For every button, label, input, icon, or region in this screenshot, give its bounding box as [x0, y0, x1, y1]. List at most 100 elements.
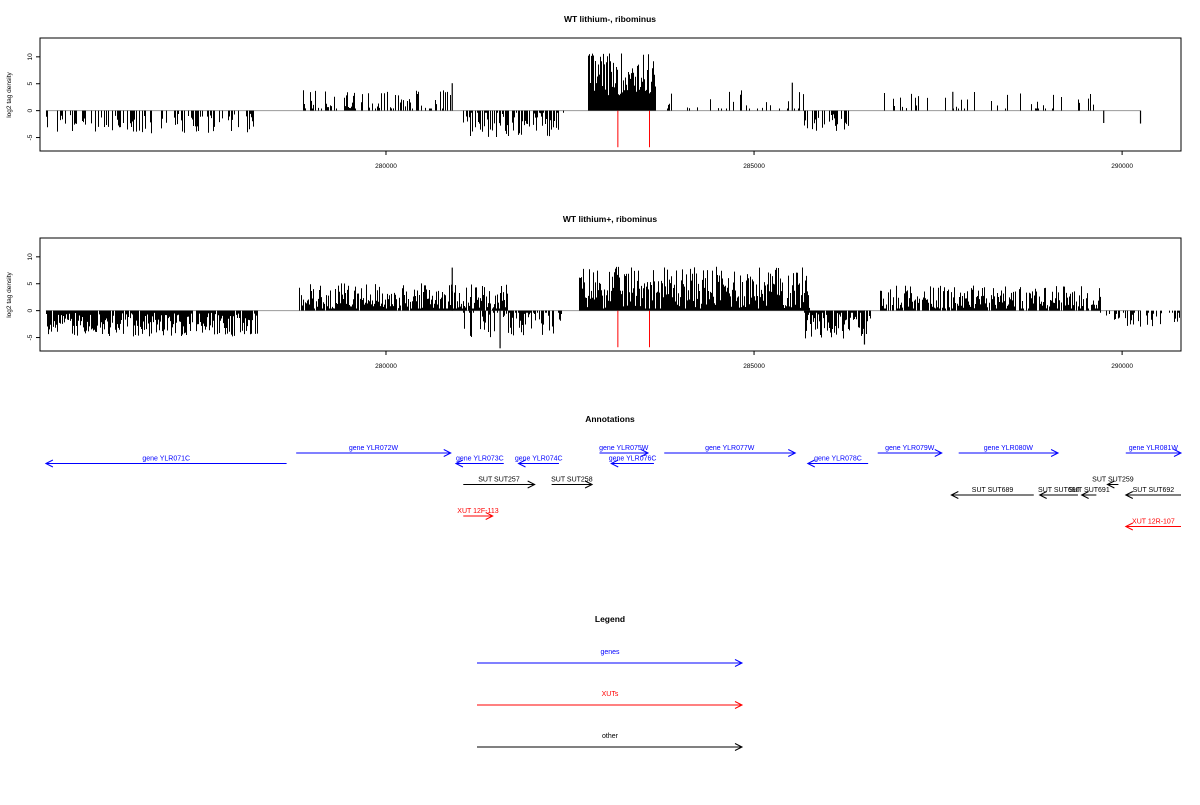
plot-frame [39, 37, 1182, 152]
y-tick-label: 0 [27, 108, 34, 112]
plot-frame [39, 237, 1182, 352]
annotations-title: Annotations [585, 414, 635, 424]
legend-label: other [602, 733, 619, 740]
feature-label: SUT SUT692 [1133, 487, 1175, 494]
arrow-head [788, 449, 797, 457]
annotation-feature: SUT SUT690 [1038, 487, 1080, 499]
arrow-head [1124, 522, 1134, 531]
y-axis-label: log2 tag density [6, 271, 13, 317]
feature-label: gene YLR071C [142, 456, 190, 463]
annotation-feature: gene YLR079W [877, 445, 943, 457]
annotation-feature: gene YLR081W [1125, 445, 1183, 457]
feature-label: gene YLR079W [885, 445, 935, 452]
arrow-head [44, 459, 54, 468]
legend-item: other [477, 733, 744, 751]
feature-label: gene YLR080W [984, 445, 1034, 452]
y-tick-label: 10 [27, 253, 34, 261]
arrow-head [950, 491, 959, 499]
y-tick-label: 0 [27, 308, 34, 312]
legend-panel: Legend genes XUTs other [477, 614, 744, 751]
feature-label: SUT SUT691 [1068, 487, 1110, 494]
panel-title: WT lithium-, ribominus [564, 14, 656, 24]
annotation-feature: gene YLR077W [664, 445, 797, 457]
track-panel-lithium-minus: WT lithium-, ribominus log2 tag density … [6, 14, 1182, 170]
y-tick-label: 10 [27, 53, 34, 61]
feature-label: gene YLR078C [814, 456, 862, 463]
arrow-head [934, 449, 943, 457]
arrow-head [610, 459, 619, 468]
feature-label: gene YLR081W [1129, 445, 1179, 452]
annotation-feature: gene YLR076C [609, 456, 657, 468]
arrow-head [485, 512, 494, 520]
feature-label: XUT 12R-107 [1132, 519, 1175, 526]
feature-label: gene YLR074C [515, 456, 563, 463]
feature-label: SUT SUT257 [478, 477, 520, 484]
annotation-feature: gene YLR072W [296, 445, 452, 457]
arrow-head [734, 743, 744, 751]
legend-items: genes XUTs other [477, 649, 744, 751]
axes-group: -5 0 5 10 280000 285000 290000 [27, 53, 1133, 170]
annotation-items: gene YLR071C gene YLR072W gene YLR073C gene… [44, 445, 1183, 531]
axes-group: -5 0 5 10 280000 285000 290000 [27, 253, 1133, 370]
annotation-feature: XUT 12R-107 [1124, 519, 1181, 531]
track-panel-lithium-plus: WT lithium+, ribominus log2 tag density … [6, 214, 1182, 370]
y-tick-label: 5 [27, 282, 34, 286]
y-tick-label: 5 [27, 82, 34, 86]
arrow-head [734, 701, 744, 709]
feature-label: SUT SUT690 [1038, 487, 1080, 494]
feature-label: SUT SUT689 [972, 487, 1014, 494]
feature-label: gene YLR075W [599, 445, 649, 452]
y-tick-label: -5 [27, 334, 34, 340]
feature-label: gene YLR076C [609, 456, 657, 463]
y-tick-label: -5 [27, 134, 34, 140]
annotation-feature: SUT SUT689 [950, 487, 1034, 499]
annotation-feature: SUT SUT257 [463, 477, 536, 489]
legend-label: genes [600, 649, 620, 656]
annotation-feature: XUT 12F-113 [457, 508, 499, 520]
feature-label: gene YLR077W [705, 445, 755, 452]
feature-label: XUT 12F-113 [457, 508, 498, 515]
legend-item: genes [477, 649, 744, 667]
x-tick-label: 285000 [743, 363, 765, 370]
annotation-feature: gene YLR073C [454, 456, 504, 468]
annotation-feature: gene YLR080W [958, 445, 1060, 457]
feature-label: SUT SUT258 [551, 477, 593, 484]
feature-label: gene YLR072W [349, 445, 399, 452]
annotation-feature: gene YLR078C [806, 456, 869, 468]
annotation-feature: gene YLR071C [44, 456, 287, 468]
arrow-head [1038, 491, 1047, 499]
y-axis-label: log2 tag density [6, 71, 13, 117]
arrow-head [734, 659, 744, 667]
arrow-head [443, 449, 452, 457]
x-tick-label: 280000 [375, 163, 397, 170]
annotation-feature: SUT SUT691 [1068, 487, 1110, 499]
arrow-head [640, 449, 650, 457]
arrow-head [584, 480, 594, 489]
annotation-feature: SUT SUT259 [1092, 477, 1134, 489]
arrow-head [1050, 449, 1060, 457]
bars-group [45, 53, 1142, 148]
annotation-feature: SUT SUT692 [1124, 487, 1181, 499]
arrow-head [454, 459, 464, 468]
arrow-head [517, 459, 526, 468]
legend-title: Legend [595, 614, 625, 624]
feature-label: gene YLR073C [456, 456, 504, 463]
arrow-head [527, 480, 536, 489]
arrow-head [1080, 491, 1089, 499]
annotation-feature: gene YLR074C [515, 456, 563, 468]
arrow-head [806, 459, 816, 468]
legend-label: XUTs [602, 691, 619, 698]
x-tick-label: 290000 [1111, 363, 1133, 370]
arrow-head [1106, 480, 1115, 489]
x-tick-label: 290000 [1111, 163, 1133, 170]
arrow-head [1124, 491, 1134, 499]
bars-group [45, 266, 1180, 349]
annotation-feature: SUT SUT258 [551, 477, 594, 489]
x-tick-label: 285000 [743, 163, 765, 170]
legend-item: XUTs [477, 691, 744, 709]
annotation-feature: gene YLR075W [599, 445, 650, 457]
arrow-head [1173, 449, 1183, 457]
